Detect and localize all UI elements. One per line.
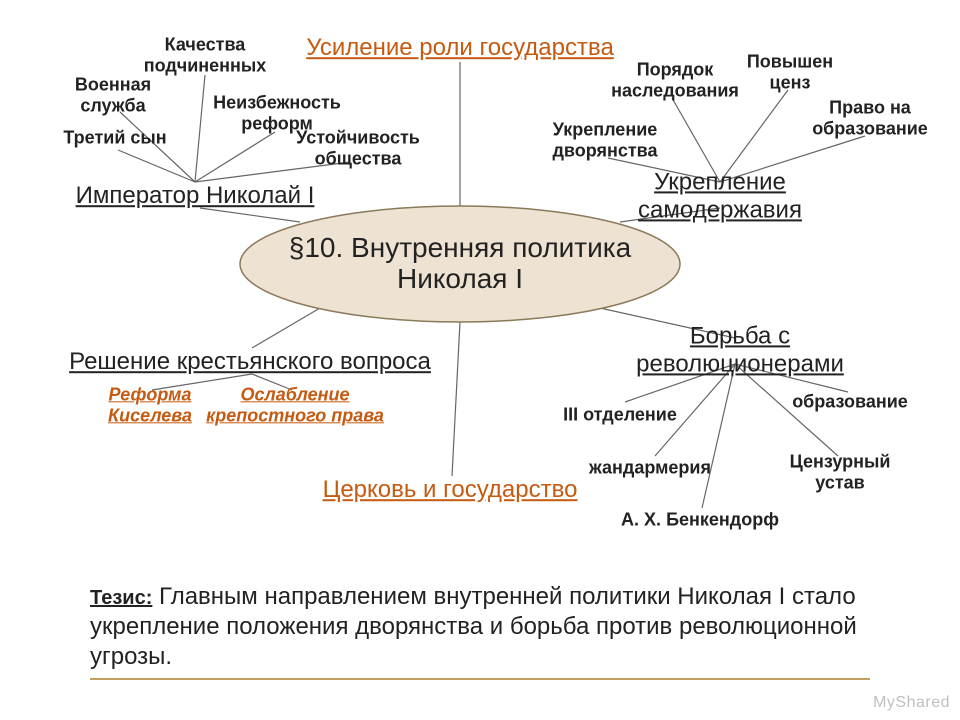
thesis-block: Тезис: Главным направлением внутренней п… bbox=[90, 582, 890, 672]
watermark: MyShared bbox=[873, 694, 950, 712]
leaf-9[interactable]: Реформа Киселева bbox=[108, 384, 192, 425]
thesis-text: Главным направлением внутренней политики… bbox=[90, 583, 857, 670]
center-title: §10. Внутренняя политика Николая I bbox=[250, 233, 670, 295]
leaf-13: жандармерия bbox=[589, 458, 711, 479]
leaf-6: Порядок наследования bbox=[611, 59, 739, 100]
leaf-12: образование bbox=[792, 392, 908, 413]
thesis-label: Тезис: bbox=[90, 587, 152, 609]
leaf-5: Укрепление дворянства bbox=[552, 119, 657, 160]
leaf-7: Повышен ценз bbox=[747, 51, 833, 92]
branch-upper_right: Укрепление самодержавия bbox=[600, 168, 840, 223]
leaf-0: Третий сын bbox=[63, 128, 166, 149]
leaf-10[interactable]: Ослабление крепостного права bbox=[206, 384, 384, 425]
leaf-4: Устойчивость общества bbox=[296, 127, 420, 168]
branch-lower_left: Решение крестьянского вопроса bbox=[69, 348, 431, 376]
branch-lower_right: Борьба с революционерами bbox=[630, 322, 850, 377]
leaf-15: А. Х. Бенкендорф bbox=[621, 510, 779, 531]
bottom-rule bbox=[90, 678, 870, 680]
branch-upper_left: Император Николай I bbox=[76, 182, 315, 210]
leaf-14: Цензурный устав bbox=[790, 451, 891, 492]
leaf-11: III отделение bbox=[563, 405, 677, 426]
leaf-8: Право на образование bbox=[812, 97, 928, 138]
leaf-1: Военная служба bbox=[75, 74, 151, 115]
branch-top[interactable]: Усиление роли государства bbox=[306, 34, 614, 62]
leaf-2: Качества подчиненных bbox=[144, 34, 267, 75]
diagram-stage: §10. Внутренняя политика Николая I Усилен… bbox=[0, 0, 960, 720]
branch-bottom[interactable]: Церковь и государство bbox=[323, 476, 578, 504]
